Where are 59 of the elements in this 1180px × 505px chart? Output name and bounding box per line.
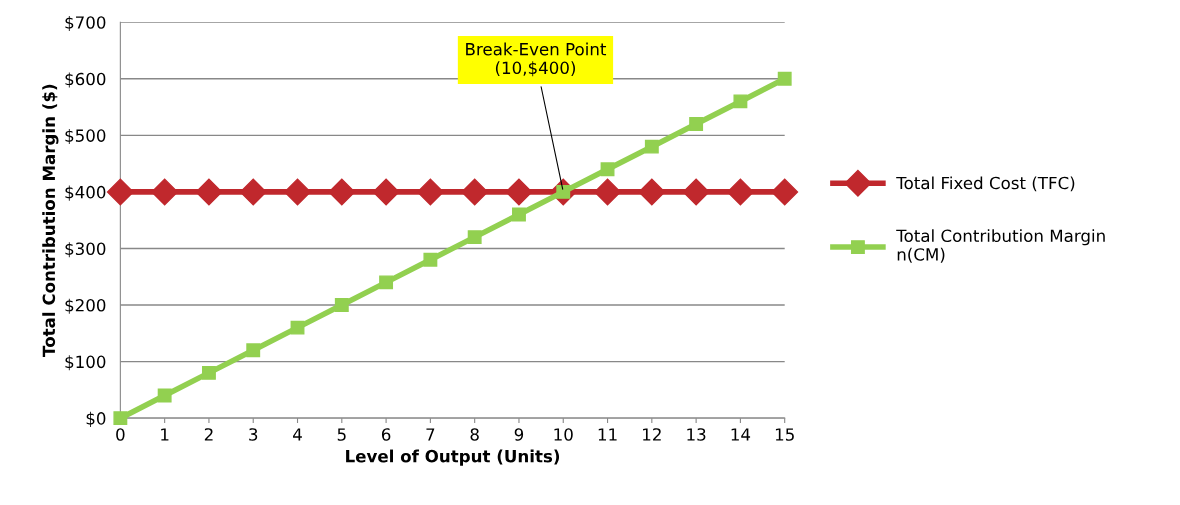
point <box>113 411 128 426</box>
point <box>594 178 622 206</box>
x-tick-label: 14 <box>731 428 751 441</box>
x-tick-label: 1 <box>161 428 169 441</box>
point <box>284 178 311 206</box>
legend-label: Total Fixed Cost (TFC) <box>896 176 1075 192</box>
x-tick-label: 11 <box>598 428 617 441</box>
x-tick-label: 5 <box>337 428 346 441</box>
y-axis-title: Total Contribution Margin ($) <box>42 84 59 357</box>
point <box>334 298 349 312</box>
point <box>467 230 482 245</box>
y-tick-label: $500 <box>65 129 106 145</box>
point <box>771 178 799 206</box>
y-tick-label: $700 <box>65 15 106 31</box>
y-tick-label: $400 <box>65 185 106 201</box>
point <box>726 178 754 206</box>
legend-label: Total Contribution Margin n(CM) <box>896 229 1105 263</box>
point <box>195 178 223 206</box>
x-axis-title: Level of Output (Units) <box>346 449 560 466</box>
point <box>151 178 179 206</box>
annotation: Break-Even Point (10,$400) <box>466 42 607 77</box>
x-tick-label: 7 <box>426 428 435 441</box>
point <box>416 178 444 206</box>
point <box>290 320 305 335</box>
point <box>239 178 267 206</box>
point <box>682 178 710 206</box>
y-tick-label: $300 <box>65 242 106 258</box>
x-tick-label: 13 <box>687 428 706 441</box>
point <box>644 139 659 154</box>
y-tick-label: $100 <box>65 355 106 371</box>
point <box>201 365 216 380</box>
point <box>379 275 394 290</box>
point <box>328 178 356 206</box>
y-tick-label: $0 <box>86 411 106 427</box>
y-tick-label: $600 <box>65 72 106 88</box>
x-tick-label: 10 <box>554 428 573 441</box>
point <box>461 178 489 206</box>
point <box>600 162 615 177</box>
point <box>777 71 792 86</box>
y-tick-label: $200 <box>65 298 106 314</box>
point <box>372 178 400 206</box>
point <box>106 178 134 206</box>
point <box>689 117 704 131</box>
point <box>512 207 526 222</box>
x-tick-label: 2 <box>204 428 213 441</box>
x-tick-label: 3 <box>249 428 258 441</box>
point <box>505 178 533 206</box>
x-tick-label: 4 <box>293 428 302 441</box>
point <box>423 252 438 267</box>
x-tick-label: 8 <box>470 428 479 441</box>
point <box>638 178 666 206</box>
point <box>246 343 261 358</box>
x-tick-label: 12 <box>643 428 661 441</box>
x-tick-label: 0 <box>116 428 125 441</box>
x-tick-label: 9 <box>514 428 524 441</box>
x-tick-label: 15 <box>775 428 794 441</box>
point <box>157 388 172 403</box>
point <box>733 94 748 109</box>
x-tick-label: 6 <box>381 428 391 441</box>
